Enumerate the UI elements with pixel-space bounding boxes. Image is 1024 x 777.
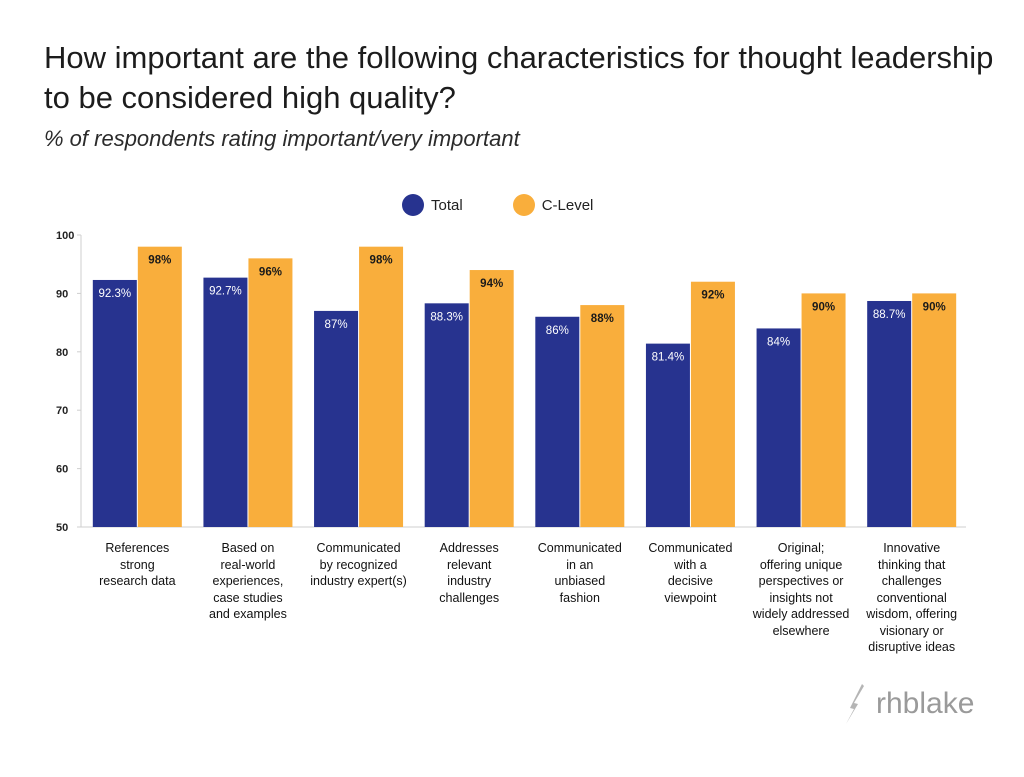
data-label-total: 88.7% bbox=[873, 309, 906, 321]
category-label-line: with a bbox=[674, 557, 707, 572]
category-label-line: conventional bbox=[876, 590, 947, 605]
category-label-line: insights not bbox=[769, 590, 833, 605]
bar-clevel bbox=[359, 246, 404, 527]
category-label: Original; offering unique perspectives or i… bbox=[747, 540, 855, 639]
data-label-clevel: 98% bbox=[370, 255, 393, 267]
category-label-line: experiences, bbox=[212, 574, 284, 588]
data-label-clevel: 98% bbox=[148, 255, 171, 267]
category-label-line: disruptive ideas bbox=[868, 640, 956, 654]
legend-swatch-total bbox=[402, 194, 424, 216]
category-label: Communicated in an unbiased fashion bbox=[526, 540, 634, 606]
bar-clevel bbox=[580, 305, 625, 527]
category-label-line: challenges bbox=[881, 574, 942, 588]
category-label-line: relevant bbox=[446, 557, 492, 572]
bar-total bbox=[535, 316, 580, 527]
bar-clevel bbox=[137, 246, 182, 527]
category-label-line: Addresses bbox=[439, 541, 499, 555]
bar-total bbox=[756, 328, 801, 527]
data-label-clevel: 88% bbox=[591, 313, 614, 325]
category-label: Communicated by recognized industry expert… bbox=[305, 540, 413, 590]
category-label-line: Original; bbox=[777, 541, 825, 555]
data-label-total: 92.7% bbox=[209, 286, 242, 298]
bar-clevel bbox=[248, 258, 293, 527]
bar-total bbox=[645, 343, 690, 527]
brand-logo: rhblake bbox=[842, 682, 974, 726]
legend-swatch-clevel bbox=[512, 194, 535, 216]
category-label-line: widely addressed bbox=[752, 607, 850, 621]
category-label-line: real-world bbox=[220, 557, 276, 572]
rhblake-logo-icon bbox=[846, 684, 864, 724]
category-label-line: visionary or bbox=[879, 623, 944, 638]
category-label-line: in an bbox=[566, 557, 594, 572]
data-label-total: 81.4% bbox=[652, 352, 685, 364]
category-label: References strong research data bbox=[83, 540, 191, 590]
category-label-line: unbiased bbox=[554, 574, 606, 588]
category-label-line: offering unique bbox=[759, 557, 843, 572]
bar-total bbox=[867, 300, 912, 527]
category-label-line: Communicated bbox=[648, 541, 733, 555]
bar-total bbox=[424, 303, 469, 527]
y-tick-label: 60 bbox=[56, 464, 68, 476]
y-tick-label: 100 bbox=[56, 230, 74, 242]
data-label-total: 84% bbox=[767, 336, 790, 348]
category-label-line: wisdom, offering bbox=[866, 607, 958, 621]
legend: Total C-Level bbox=[402, 194, 643, 216]
category-label-line: case studies bbox=[213, 590, 283, 605]
category-label-line: industry bbox=[447, 574, 492, 588]
logo-text: rhblake bbox=[876, 687, 975, 720]
legend-label-clevel: C-Level bbox=[541, 196, 594, 214]
y-tick-label: 90 bbox=[56, 288, 68, 300]
data-label-total: 86% bbox=[546, 325, 569, 337]
category-label: Based on real-world experiences, case studi… bbox=[194, 540, 302, 623]
category-label-line: decisive bbox=[667, 574, 714, 588]
chart-subtitle: % of respondents rating important/very i… bbox=[44, 126, 520, 151]
data-label-total: 92.3% bbox=[99, 288, 132, 300]
category-label-line: References bbox=[105, 541, 170, 555]
category-label-line: Based on bbox=[221, 541, 275, 555]
data-label-clevel: 90% bbox=[923, 301, 946, 313]
data-label-total: 87% bbox=[325, 319, 348, 331]
data-label-clevel: 90% bbox=[812, 301, 835, 313]
bar-total bbox=[92, 279, 137, 527]
bar-clevel bbox=[690, 281, 735, 527]
chart-title: How important are the following characte… bbox=[44, 40, 994, 115]
category-label-line: challenges bbox=[439, 590, 500, 605]
bar-clevel bbox=[469, 270, 514, 527]
legend-label-total: Total bbox=[431, 196, 463, 214]
y-tick-label: 50 bbox=[56, 522, 68, 534]
category-label-line: thinking that bbox=[877, 557, 946, 572]
category-label-line: strong bbox=[119, 557, 155, 572]
category-label: Communicated with a decisive viewpoint bbox=[636, 540, 744, 606]
category-label-line: Innovative bbox=[883, 541, 941, 555]
legend-item-clevel: C-Level bbox=[512, 194, 594, 216]
data-label-clevel: 96% bbox=[259, 266, 282, 278]
data-label-clevel: 92% bbox=[701, 290, 724, 302]
category-label: Addresses relevant industry challenges bbox=[415, 540, 523, 606]
data-label-total: 88.3% bbox=[430, 311, 463, 323]
bar-total bbox=[314, 310, 359, 527]
category-label-line: fashion bbox=[559, 590, 600, 605]
category-label-line: Communicated bbox=[316, 541, 401, 555]
y-tick-label: 70 bbox=[56, 405, 68, 417]
category-label-line: elsewhere bbox=[772, 623, 830, 638]
category-label-line: by recognized bbox=[319, 557, 398, 572]
category-label-line: viewpoint bbox=[664, 590, 717, 605]
category-label-line: research data bbox=[99, 574, 176, 588]
category-label: Innovative thinking that challenges convent… bbox=[858, 540, 966, 656]
bar-clevel bbox=[912, 293, 957, 527]
data-label-clevel: 94% bbox=[480, 278, 503, 290]
legend-item-total: Total bbox=[402, 194, 463, 216]
y-tick-label: 80 bbox=[56, 347, 68, 359]
bar-total bbox=[203, 277, 248, 527]
category-label-line: and examples bbox=[209, 607, 287, 621]
category-label-line: perspectives or bbox=[758, 574, 844, 588]
category-label-line: Communicated bbox=[537, 541, 622, 555]
category-label-line: industry expert(s) bbox=[310, 574, 407, 588]
bar-clevel bbox=[801, 293, 846, 527]
